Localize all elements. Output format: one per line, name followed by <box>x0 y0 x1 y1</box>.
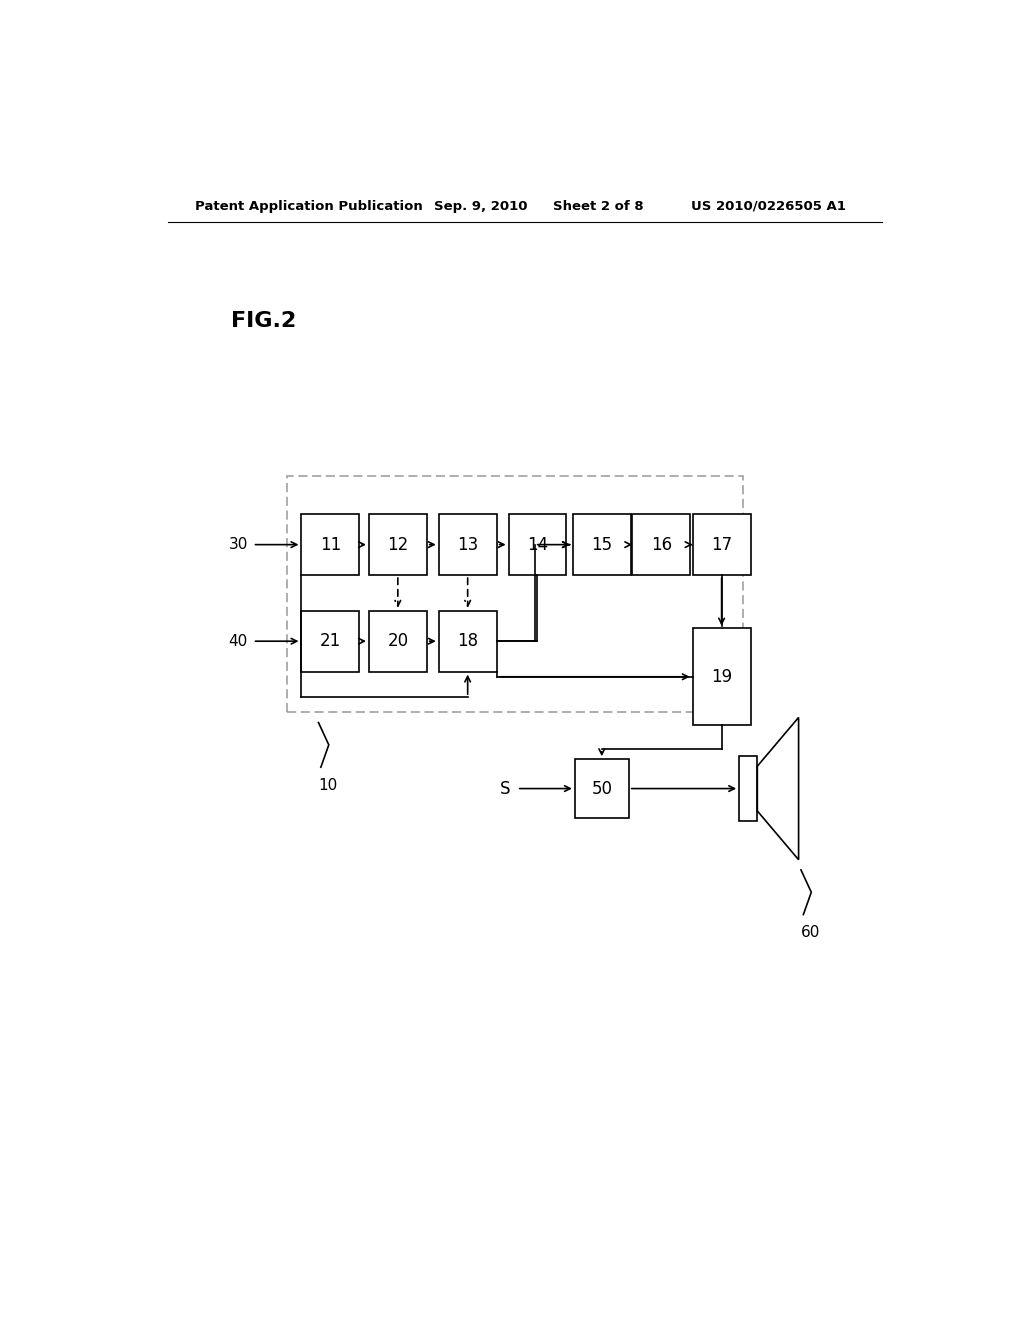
Text: 60: 60 <box>801 925 820 940</box>
Bar <box>301 515 359 576</box>
Bar <box>287 475 743 713</box>
Bar <box>301 611 359 672</box>
Text: Sheet 2 of 8: Sheet 2 of 8 <box>553 199 643 213</box>
Text: US 2010/0226505 A1: US 2010/0226505 A1 <box>691 199 846 213</box>
Text: 11: 11 <box>319 536 341 553</box>
Bar <box>574 759 629 818</box>
Text: 20: 20 <box>387 632 409 651</box>
Text: 14: 14 <box>527 536 548 553</box>
Text: 15: 15 <box>591 536 612 553</box>
Text: 50: 50 <box>591 780 612 797</box>
Bar <box>438 515 497 576</box>
Text: S: S <box>500 780 511 797</box>
Text: 19: 19 <box>711 668 732 686</box>
Text: Sep. 9, 2010: Sep. 9, 2010 <box>433 199 527 213</box>
Text: 16: 16 <box>650 536 672 553</box>
Text: 17: 17 <box>711 536 732 553</box>
Bar <box>572 515 631 576</box>
Bar <box>692 515 751 576</box>
Text: 30: 30 <box>228 537 248 552</box>
Text: 40: 40 <box>228 634 248 648</box>
Bar <box>369 515 427 576</box>
Text: 18: 18 <box>457 632 478 651</box>
Bar <box>509 515 566 576</box>
Polygon shape <box>758 718 799 859</box>
Text: Patent Application Publication: Patent Application Publication <box>196 199 423 213</box>
Bar <box>739 756 758 821</box>
Text: FIG.2: FIG.2 <box>231 312 296 331</box>
Text: 13: 13 <box>457 536 478 553</box>
Bar <box>692 628 751 725</box>
Bar <box>633 515 690 576</box>
Bar <box>438 611 497 672</box>
Text: 21: 21 <box>319 632 341 651</box>
Text: 12: 12 <box>387 536 409 553</box>
Bar <box>369 611 427 672</box>
Text: 10: 10 <box>318 777 338 793</box>
